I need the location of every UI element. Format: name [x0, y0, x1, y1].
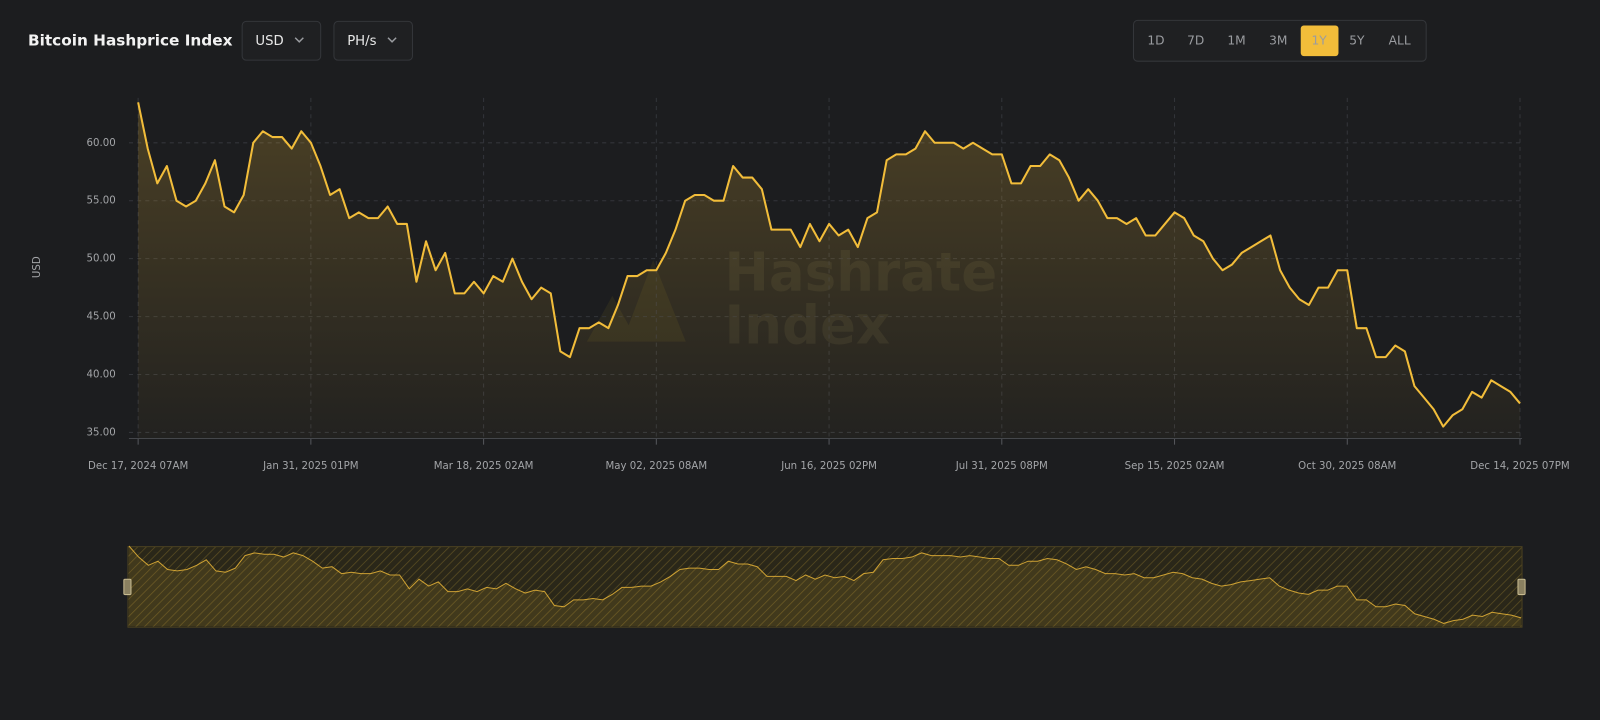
y-tick-label: 35.00	[87, 427, 116, 438]
x-tick-label: May 02, 2025 08AM	[606, 461, 708, 472]
range-button[interactable]: 3M	[1269, 33, 1287, 47]
area	[138, 102, 1520, 439]
unit-value: PH/s	[347, 34, 376, 49]
x-tick-label: Dec 17, 2024 07AM	[88, 461, 188, 472]
page-title: Bitcoin Hashprice Index	[28, 31, 233, 49]
currency-dropdown[interactable]	[241, 20, 322, 61]
y-tick-label: 60.00	[87, 138, 116, 149]
navigator-area	[128, 546, 1522, 627]
x-tick-label: Jun 16, 2025 02PM	[780, 461, 877, 472]
range-button[interactable]: 1M	[1227, 33, 1245, 47]
x-tick-label: Sep 15, 2025 02AM	[1125, 461, 1225, 472]
chevron	[294, 37, 304, 43]
navigator-line	[128, 545, 1522, 624]
x-tick-label: Jan 31, 2025 01PM	[262, 461, 358, 472]
navigator[interactable]	[127, 546, 1523, 628]
y-tick-label: 50.00	[87, 254, 116, 265]
range-button-active[interactable]	[1300, 25, 1339, 57]
y-tick-label: 40.00	[87, 370, 116, 381]
currency-value: USD	[255, 34, 283, 49]
range-button[interactable]: 1Y	[1311, 33, 1327, 47]
y-axis-label: USD	[32, 256, 43, 278]
range-button[interactable]: ALL	[1389, 33, 1411, 47]
y-tick-label: 55.00	[87, 196, 116, 207]
y-tick-label: 45.00	[87, 312, 116, 323]
navigator-handle-left[interactable]	[123, 578, 132, 596]
x-tick-label: Jul 31, 2025 08PM	[955, 461, 1048, 472]
x-tick-label: Oct 30, 2025 08AM	[1298, 461, 1396, 472]
range-button[interactable]: 5Y	[1349, 33, 1365, 47]
navigator-handle-right[interactable]	[1517, 578, 1526, 596]
range-button[interactable]: 1D	[1147, 33, 1164, 47]
x-tick-label: Mar 18, 2025 02AM	[434, 461, 534, 472]
range-button[interactable]: 7D	[1187, 33, 1204, 47]
unit-dropdown[interactable]	[333, 20, 413, 61]
chevron	[387, 37, 397, 43]
x-tick-label: Dec 14, 2025 07PM	[1470, 461, 1569, 472]
range-group	[1132, 19, 1427, 62]
line	[137, 102, 1521, 428]
